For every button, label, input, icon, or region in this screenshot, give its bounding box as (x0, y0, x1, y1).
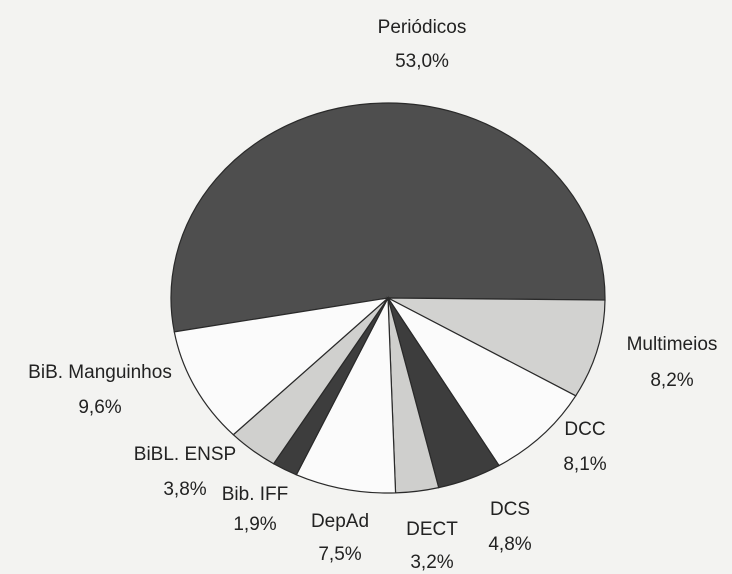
slice-value-label: 4,8% (488, 534, 531, 555)
slice-value-label: 8,1% (563, 454, 606, 475)
pie-slice (170, 102, 606, 333)
slice-label: DepAd (311, 511, 369, 532)
slice-value-label: 3,8% (163, 479, 206, 500)
pie-slice (387, 297, 606, 397)
pie-slice (295, 295, 397, 494)
slice-value-label: 8,2% (650, 370, 693, 391)
slice-value-label: 9,6% (78, 397, 121, 418)
slice-value-label: 3,2% (410, 552, 453, 573)
slice-label: Bib. IFF (222, 484, 289, 505)
slice-label: BiBL. ENSP (134, 444, 236, 465)
slice-label: DCS (490, 499, 530, 520)
slice-value-label: 1,9% (233, 514, 276, 535)
slice-label: Periódicos (378, 17, 467, 38)
slice-label: DECT (406, 519, 458, 540)
slice-value-label: 7,5% (318, 544, 361, 565)
slice-label: BiB. Manguinhos (28, 362, 172, 383)
pie-slice (386, 296, 577, 467)
pie-slice (173, 297, 390, 436)
slice-label: DCC (564, 419, 605, 440)
slice-label: Multimeios (627, 334, 718, 355)
slice-value-label: 53,0% (395, 51, 449, 72)
